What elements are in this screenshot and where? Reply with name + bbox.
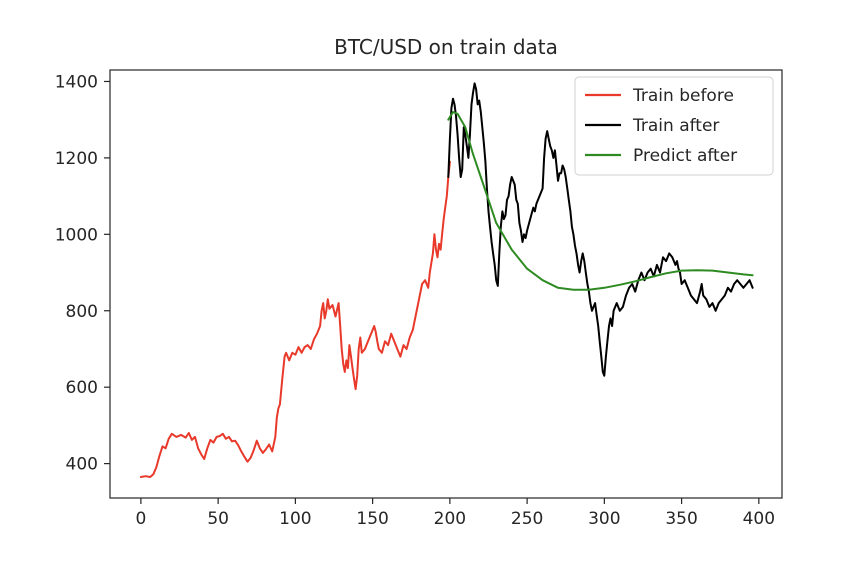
- x-tick-label: 100: [279, 509, 311, 529]
- x-tick-label: 400: [743, 509, 775, 529]
- series-layer: [139, 82, 754, 478]
- x-tick-label: 300: [588, 509, 620, 529]
- x-tick-label: 150: [356, 509, 388, 529]
- y-tick-label: 1000: [55, 225, 98, 245]
- legend: Train before Train after Predict after: [574, 76, 774, 176]
- y-tick-label: 1200: [55, 149, 98, 169]
- y-tick-label: 1400: [55, 72, 98, 92]
- legend-label: Train after: [632, 116, 719, 136]
- x-tick-label: 50: [207, 509, 229, 529]
- x-tick-label: 350: [665, 509, 697, 529]
- series-line-predict-after: [447, 111, 754, 291]
- legend-label: Train before: [632, 86, 734, 106]
- x-tick-label: 0: [135, 509, 146, 529]
- series-line-train-before: [139, 160, 451, 478]
- plot-frame: [109, 69, 783, 499]
- chart-title: BTC/USD on train data: [334, 35, 558, 59]
- y-tick-label: 600: [66, 378, 98, 398]
- x-tick-label: 200: [434, 509, 466, 529]
- ticks-layer: 0 50 100 150 200 250 300 350 400 400 600 800 1000 120…: [55, 72, 775, 529]
- y-tick-label: 400: [66, 455, 98, 475]
- legend-frame: [574, 76, 774, 176]
- y-tick-label: 800: [66, 302, 98, 322]
- legend-label: Predict after: [633, 146, 737, 166]
- x-tick-label: 250: [511, 509, 543, 529]
